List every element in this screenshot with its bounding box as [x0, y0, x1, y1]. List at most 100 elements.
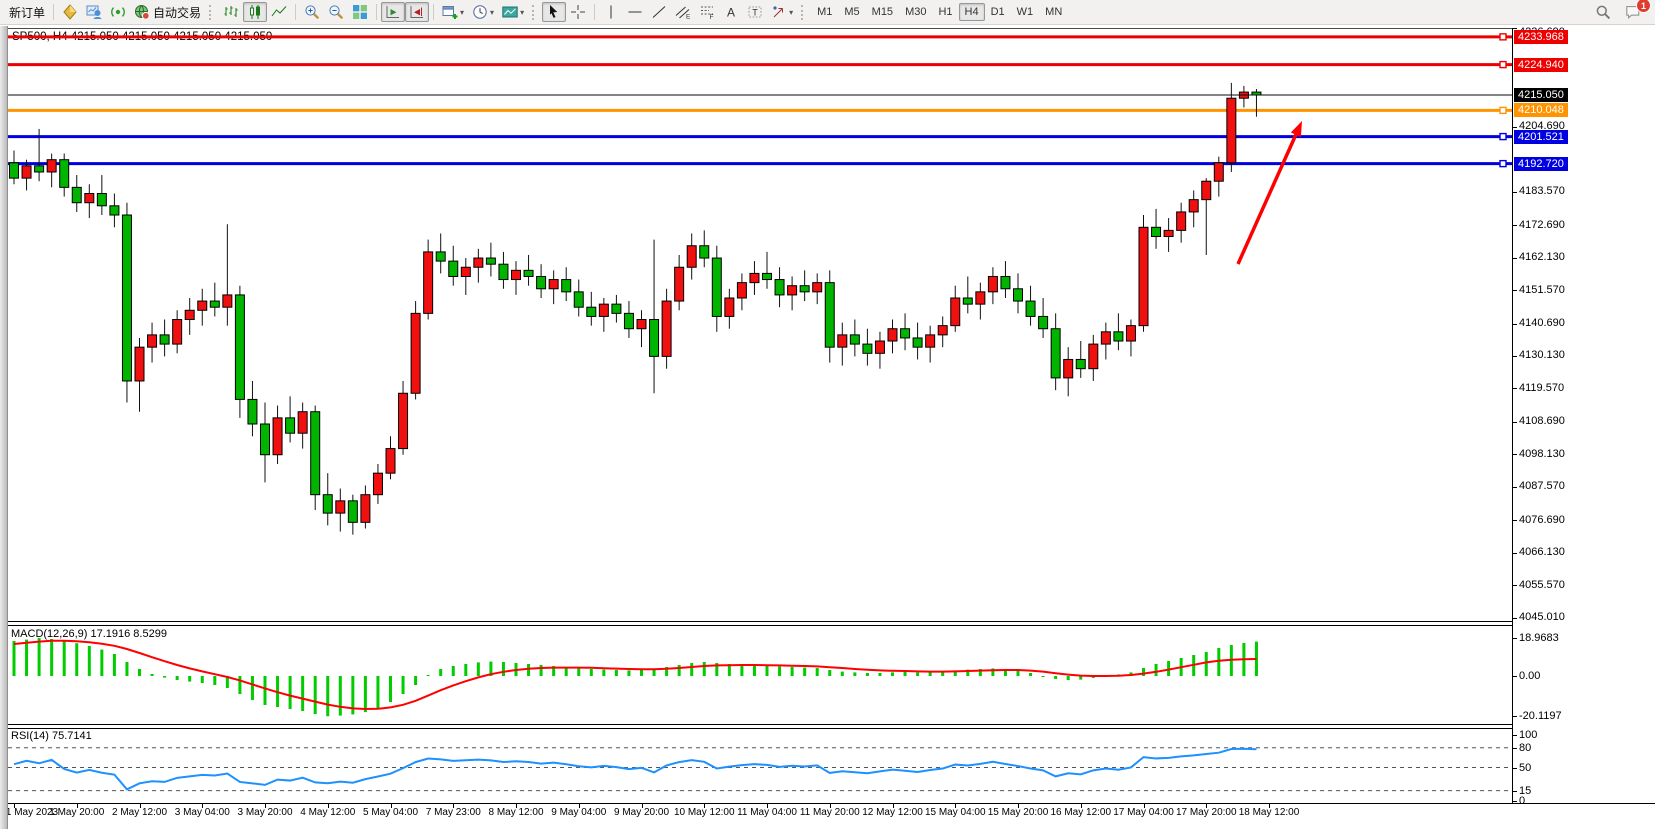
macd-label: MACD(12,26,9) 17.1916 8.5299 — [11, 628, 167, 640]
price-axis-label: 4140.690 — [1519, 317, 1565, 330]
text-label-tool-button[interactable]: T — [743, 2, 767, 22]
zoom-in-button[interactable] — [300, 2, 324, 22]
rsi-axis-label: 80 — [1519, 741, 1532, 754]
price-tag: 4215.050 — [1514, 87, 1568, 102]
time-axis-tick — [641, 803, 643, 808]
toolbar-separator — [594, 4, 596, 20]
timeframe-group: M1 M5 M15 M30 H1 H4 D1 W1 MN — [811, 3, 1068, 21]
bar-chart-mode-button[interactable] — [219, 2, 243, 22]
time-axis-label: 17 May 04:00 — [1113, 807, 1174, 818]
tile-windows-icon — [353, 5, 368, 19]
chart-title: SP500, H4 4215.050 4215.050 4215.050 421… — [12, 31, 273, 43]
notifications-button[interactable]: 1 — [1621, 0, 1651, 22]
price-axis-tick — [1512, 355, 1517, 357]
pane-divider-macd[interactable] — [8, 621, 1512, 626]
rsi-axis-tick — [1512, 800, 1517, 802]
new-chart-button[interactable]: ▾ — [438, 2, 468, 22]
price-tag: 4201.521 — [1514, 129, 1568, 144]
text-tool-button[interactable]: A — [719, 2, 743, 22]
vertical-line-tool-button[interactable] — [599, 2, 623, 22]
price-axis-tick — [1512, 585, 1517, 587]
time-axis-label: 15 May 04:00 — [924, 807, 986, 818]
time-axis-tick — [327, 803, 329, 808]
tile-windows-button[interactable] — [348, 2, 372, 22]
timeframe-button-h1[interactable]: H1 — [938, 6, 953, 18]
pane-divider-rsi[interactable] — [8, 724, 1512, 729]
time-axis-tick — [139, 803, 141, 808]
search-button[interactable] — [1591, 2, 1615, 22]
profile-button[interactable] — [82, 2, 106, 22]
price-axis-label: 4162.130 — [1519, 251, 1565, 264]
signals-button[interactable] — [106, 2, 130, 22]
zoom-out-button[interactable] — [324, 2, 348, 22]
rsi-value: 75.7141 — [51, 730, 92, 742]
chart-canvas[interactable] — [0, 26, 1655, 829]
time-axis-tick — [955, 803, 957, 808]
time-axis-label: 11 May 20:00 — [799, 807, 860, 818]
crosshair-tool-button[interactable] — [566, 2, 590, 22]
macd-histogram — [12, 638, 1258, 717]
timeframe-button-h4[interactable]: H4 — [958, 3, 985, 21]
time-axis-tick — [265, 803, 266, 808]
globe-icon — [134, 4, 150, 20]
price-axis-label: 4119.570 — [1519, 381, 1565, 394]
auto-trading-button[interactable]: 自动交易 — [130, 2, 205, 22]
toolbar-grip — [209, 4, 214, 20]
channel-tool-button[interactable]: E — [671, 2, 695, 22]
periods-button[interactable]: ▾ — [468, 2, 498, 22]
price-axis-label: 4130.130 — [1519, 349, 1565, 362]
price-axis-tick — [1512, 617, 1517, 619]
price-axis-label: 4066.130 — [1519, 546, 1565, 559]
time-axis-tick — [14, 803, 15, 808]
horizontal-line-tool-button[interactable] — [623, 2, 647, 22]
price-axis-label: 4087.570 — [1519, 480, 1565, 493]
time-axis-tick — [767, 803, 768, 808]
macd-axis-tick — [1512, 638, 1517, 640]
price-axis-tick — [1512, 486, 1517, 488]
mql-market-button[interactable] — [58, 2, 82, 22]
price-tag: 4210.048 — [1514, 103, 1568, 118]
timeframe-button-m30[interactable]: M30 — [905, 6, 927, 18]
timeframe-button-m1[interactable]: M1 — [817, 6, 833, 18]
profile-icon — [86, 4, 102, 19]
toolbar-separator — [433, 4, 435, 20]
trendline-tool-button[interactable] — [647, 2, 671, 22]
chart-shift-button[interactable] — [405, 2, 430, 22]
crosshair-icon — [571, 5, 586, 19]
fibonacci-tool-button[interactable]: F — [695, 2, 719, 22]
chevron-down-icon: ▾ — [460, 7, 465, 17]
time-axis-label: 16 May 12:00 — [1050, 807, 1112, 818]
chart-shift-icon — [409, 4, 425, 20]
line-chart-mode-button[interactable] — [267, 2, 291, 22]
zoom-in-icon — [304, 4, 320, 20]
rsi-label: RSI(14) 75.7141 — [11, 730, 92, 742]
timeframe-button-w1[interactable]: W1 — [1016, 6, 1034, 18]
time-axis-label: 1 May 20:00 — [49, 807, 105, 818]
time-axis-label: 3 May 04:00 — [174, 807, 230, 818]
macd-axis-label: 18.9683 — [1519, 631, 1559, 644]
timeframe-button-mn[interactable]: MN — [1045, 6, 1063, 18]
add-chart-icon — [442, 4, 458, 19]
auto-scroll-button[interactable] — [381, 2, 406, 22]
price-axis-label: 4076.690 — [1519, 513, 1565, 526]
time-axis-tick — [578, 803, 580, 808]
price-axis-label: 4055.570 — [1519, 578, 1565, 591]
rsi-axis-tick — [1512, 767, 1517, 769]
timeframe-button-d1[interactable]: D1 — [990, 6, 1005, 18]
price-axis-tick — [1512, 421, 1517, 423]
time-axis-label: 10 May 12:00 — [673, 807, 735, 818]
main-pane-border — [8, 28, 1512, 29]
cursor-tool-button[interactable] — [542, 2, 567, 22]
chart-window[interactable]: SP500, H4 4215.050 4215.050 4215.050 421… — [0, 26, 1655, 829]
time-axis-label: 11 May 04:00 — [737, 807, 797, 818]
new-order-button[interactable]: 新订单 — [2, 2, 49, 22]
rsi-axis-tick — [1512, 734, 1517, 736]
arrows-tool-button[interactable]: ▾ — [767, 2, 797, 22]
timeframe-button-m5[interactable]: M5 — [844, 6, 860, 18]
time-axis-tick — [829, 803, 831, 808]
candlestick-mode-button[interactable] — [243, 2, 268, 22]
templates-button[interactable]: ▾ — [498, 2, 528, 22]
price-axis-label: 4108.690 — [1519, 415, 1565, 428]
time-axis-tick — [202, 803, 204, 808]
timeframe-button-m15[interactable]: M15 — [871, 6, 894, 18]
